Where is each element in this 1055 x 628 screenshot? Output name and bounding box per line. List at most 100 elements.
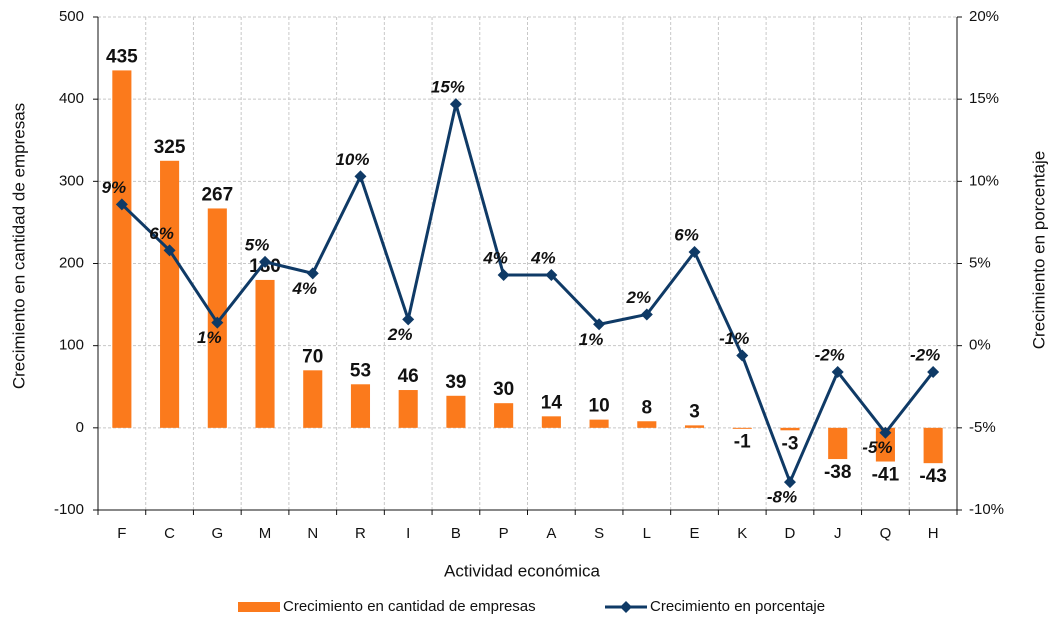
line: [120, 103, 935, 487]
bar: [684, 425, 705, 428]
bar: [828, 427, 848, 460]
x-tick-label: K: [737, 525, 747, 542]
x-tick-label: I: [406, 525, 410, 542]
x-tick-label: J: [834, 525, 842, 542]
bar-value-label: 267: [201, 184, 233, 205]
line-marker: [736, 349, 749, 362]
legend-marker: [620, 601, 632, 613]
bar-value-label: 30: [493, 379, 514, 400]
bar: [160, 160, 180, 428]
y-tick-label: 400: [59, 90, 84, 107]
line-marker: [259, 255, 272, 268]
x-tick-label: F: [117, 525, 126, 542]
line-value-label: 2%: [626, 288, 652, 307]
y2-tick-label: 5%: [969, 254, 991, 271]
line-value-label: 1%: [579, 330, 604, 349]
y-axis-title: Crecimiento en cantidad de empresas: [9, 103, 28, 389]
x-tick-label: H: [928, 525, 939, 542]
y2-tick-label: 0%: [969, 337, 991, 354]
line-marker: [163, 244, 176, 257]
line-marker: [449, 98, 462, 111]
bar-value-label: 70: [302, 346, 323, 367]
bar-value-label: 10: [589, 396, 610, 417]
line-value-label: 5%: [245, 235, 270, 254]
x-tick-label: G: [211, 525, 223, 542]
bar: [589, 419, 609, 428]
line-value-label: 4%: [482, 248, 508, 267]
line-marker: [545, 269, 558, 282]
y2-tick-label: 20%: [969, 8, 999, 25]
line-marker: [927, 365, 940, 378]
line-value-label: 6%: [674, 225, 699, 244]
x-tick-label: N: [307, 525, 318, 542]
line-value-label: 9%: [102, 178, 127, 197]
bar: [398, 390, 418, 428]
line-value-label: 4%: [291, 279, 317, 298]
line-value-label: -8%: [767, 488, 797, 507]
line-marker: [306, 267, 319, 280]
x-tick-label: M: [259, 525, 272, 542]
line-marker: [688, 245, 701, 258]
line-value-label: 15%: [431, 78, 465, 97]
line-value-label: 2%: [387, 325, 413, 344]
y2-tick-label: 15%: [969, 90, 999, 107]
bar-value-label: -41: [872, 465, 900, 486]
x-axis-title: Actividad económica: [444, 561, 600, 580]
bar: [112, 70, 132, 428]
line-marker: [593, 318, 606, 331]
bar: [923, 427, 943, 464]
y-tick-label: 0: [76, 419, 84, 436]
line-marker: [211, 316, 224, 329]
line-value-label: 1%: [197, 328, 222, 347]
x-tick-label: Q: [880, 525, 892, 542]
line-value-label: -1%: [719, 329, 749, 348]
line-value-label: -2%: [815, 345, 845, 364]
x-tick-label: D: [785, 525, 796, 542]
bar-value-label: 39: [445, 372, 466, 393]
bar-value-label: 14: [541, 392, 563, 413]
bar: [303, 370, 323, 428]
legend-label: Crecimiento en porcentaje: [650, 598, 825, 615]
bar-value-label: -1: [734, 432, 751, 453]
bar: [732, 427, 752, 429]
y2-tick-label: -10%: [969, 501, 1004, 518]
y-tick-label: 100: [59, 337, 84, 354]
line-marker: [879, 426, 892, 439]
bar-value-label: -38: [824, 462, 851, 483]
bar: [494, 403, 514, 428]
bar-value-label: 53: [350, 360, 371, 381]
bar: [637, 421, 657, 428]
x-tick-label: L: [643, 525, 651, 542]
line-marker: [497, 269, 510, 282]
line-marker: [640, 308, 653, 321]
y-tick-label: 500: [59, 8, 84, 25]
bar: [541, 416, 561, 428]
bar: [255, 279, 275, 428]
line-marker: [402, 313, 415, 326]
bar: [875, 427, 895, 462]
bar-value-label: 435: [106, 46, 138, 67]
bar-value-label: -3: [782, 433, 799, 454]
line-marker: [831, 365, 844, 378]
y2-tick-label: -5%: [969, 419, 996, 436]
line-value-label: -5%: [862, 438, 892, 457]
y-tick-label: -100: [54, 501, 84, 518]
bar-value-label: 3: [689, 401, 700, 422]
line-marker: [115, 198, 128, 211]
y-tick-label: 200: [59, 254, 84, 271]
line-value-label: 6%: [149, 224, 174, 243]
x-tick-label: S: [594, 525, 604, 542]
bar-value-label: 8: [642, 397, 653, 418]
legend-swatch: [238, 602, 280, 612]
x-tick-label: P: [499, 525, 509, 542]
x-tick-label: B: [451, 525, 461, 542]
x-tick-label: R: [355, 525, 366, 542]
line-value-label: 4%: [530, 248, 556, 267]
bar: [446, 395, 466, 428]
bar: [780, 427, 800, 431]
line-value-label: 10%: [335, 150, 369, 169]
bar-value-label: 325: [154, 137, 186, 158]
y2-axis-title: Crecimiento en porcentaje: [1029, 151, 1048, 349]
y2-tick-label: 10%: [969, 172, 999, 189]
